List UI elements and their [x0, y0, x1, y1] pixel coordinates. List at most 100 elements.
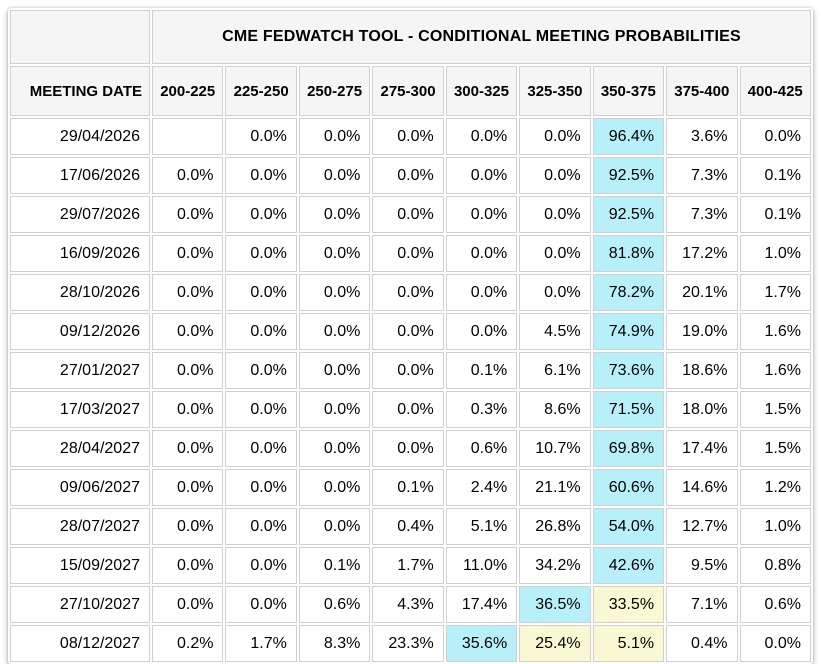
probability-cell: 1.0%	[739, 508, 811, 545]
probability-cell: 18.6%	[666, 352, 738, 389]
probability-cell: 0.0%	[152, 157, 224, 194]
probability-cell: 0.0%	[372, 118, 444, 155]
table-row: 17/03/2027 0.0% 0.0% 0.0% 0.0% 0.3% 8.6% 71.5% 1…	[10, 391, 811, 428]
probability-cell: 14.6%	[666, 469, 738, 506]
probability-cell: 8.6%	[519, 391, 591, 428]
probability-cell: 3.6%	[666, 118, 738, 155]
meeting-date-cell: 28/04/2027	[10, 430, 150, 467]
meeting-date-cell: 15/09/2027	[10, 547, 150, 584]
probability-cell: 35.6%	[445, 625, 518, 662]
probability-cell: 34.2%	[519, 547, 591, 584]
table-row: 29/07/2026 0.0% 0.0% 0.0% 0.0% 0.0% 0.0% 92.5% 7…	[10, 196, 811, 233]
table-row: 09/06/2027 0.0% 0.0% 0.0% 0.1% 2.4% 21.1% 60.6%…	[10, 469, 811, 506]
probability-cell: 9.5%	[666, 547, 738, 584]
probability-cell: 0.0%	[152, 469, 224, 506]
rate-column-header: 400-425	[739, 66, 811, 116]
probability-cell: 0.0%	[372, 235, 444, 272]
meeting-date-column-header: MEETING DATE	[10, 66, 150, 116]
table-row: 28/07/2027 0.0% 0.0% 0.0% 0.4% 5.1% 26.8% 54.0%…	[10, 508, 811, 545]
table-row: 28/04/2027 0.0% 0.0% 0.0% 0.0% 0.6% 10.7% 69.8%…	[10, 430, 811, 467]
probability-cell: 0.0%	[225, 274, 297, 311]
probability-cell: 69.8%	[592, 430, 665, 467]
meeting-date-cell: 27/01/2027	[10, 352, 150, 389]
probability-cell: 0.0%	[225, 352, 297, 389]
rate-column-header: 350-375	[592, 66, 665, 116]
fedwatch-table-container: CME FEDWATCH TOOL - CONDITIONAL MEETING …	[8, 8, 813, 664]
probability-cell: 12.7%	[666, 508, 738, 545]
probability-cell: 0.0%	[372, 313, 444, 350]
probability-cell: 0.0%	[372, 430, 444, 467]
meeting-date-cell: 28/10/2026	[10, 274, 150, 311]
probability-cell: 0.0%	[519, 274, 591, 311]
column-header-row: MEETING DATE 200-225 225-250 250-275 275-30…	[10, 66, 811, 116]
probability-cell: 0.0%	[225, 430, 297, 467]
probability-cell: 0.0%	[152, 391, 224, 428]
probability-cell: 0.0%	[225, 118, 297, 155]
probability-cell: 0.0%	[445, 235, 518, 272]
probability-cell: 0.0%	[298, 313, 371, 350]
probability-cell: 2.4%	[445, 469, 518, 506]
probability-cell: 0.0%	[445, 274, 518, 311]
rate-column-header: 200-225	[152, 66, 224, 116]
table-row: 16/09/2026 0.0% 0.0% 0.0% 0.0% 0.0% 0.0% 81.8% 1…	[10, 235, 811, 272]
table-row: 28/10/2026 0.0% 0.0% 0.0% 0.0% 0.0% 0.0% 78.2% 2…	[10, 274, 811, 311]
probability-cell: 19.0%	[666, 313, 738, 350]
probability-cell: 0.0%	[298, 469, 371, 506]
probability-cell: 0.0%	[372, 391, 444, 428]
probability-cell: 0.8%	[739, 547, 811, 584]
meeting-date-cell: 29/07/2026	[10, 196, 150, 233]
probability-cell: 18.0%	[666, 391, 738, 428]
table-row: 17/06/2026 0.0% 0.0% 0.0% 0.0% 0.0% 0.0% 92.5% 7…	[10, 157, 811, 194]
table-row: 08/12/2027 0.2% 1.7% 8.3% 23.3% 35.6% 25.4% 5.1…	[10, 625, 811, 662]
probability-cell: 0.1%	[298, 547, 371, 584]
probability-cell: 0.0%	[519, 118, 591, 155]
probability-cell: 17.4%	[445, 586, 518, 623]
probability-cell: 0.0%	[372, 352, 444, 389]
table-row: 27/10/2027 0.0% 0.0% 0.6% 4.3% 17.4% 36.5% 33.5…	[10, 586, 811, 623]
probability-cell: 25.4%	[519, 625, 591, 662]
probability-cell: 0.0%	[225, 469, 297, 506]
probability-cell: 0.0%	[152, 196, 224, 233]
probability-cell	[152, 118, 224, 155]
probability-cell: 78.2%	[592, 274, 665, 311]
probability-cell: 0.0%	[298, 508, 371, 545]
probability-cell: 0.0%	[298, 430, 371, 467]
rate-column-header: 325-350	[519, 66, 591, 116]
meeting-date-cell: 29/04/2026	[10, 118, 150, 155]
probability-cell: 1.5%	[739, 430, 811, 467]
probability-cell: 0.0%	[225, 157, 297, 194]
probability-cell: 0.0%	[225, 508, 297, 545]
meeting-date-cell: 09/06/2027	[10, 469, 150, 506]
probability-cell: 21.1%	[519, 469, 591, 506]
meeting-date-cell: 09/12/2026	[10, 313, 150, 350]
rate-column-header: 250-275	[298, 66, 371, 116]
probability-cell: 0.0%	[298, 352, 371, 389]
meeting-date-cell: 17/03/2027	[10, 391, 150, 428]
probability-cell: 20.1%	[666, 274, 738, 311]
table-row: 29/04/2026 0.0% 0.0% 0.0% 0.0% 0.0% 96.4% 3.6% 0…	[10, 118, 811, 155]
probability-cell: 42.6%	[592, 547, 665, 584]
probability-cell: 0.0%	[152, 313, 224, 350]
probability-cell: 0.0%	[152, 274, 224, 311]
meeting-date-cell: 08/12/2027	[10, 625, 150, 662]
probability-cell: 92.5%	[592, 157, 665, 194]
probability-cell: 0.0%	[152, 352, 224, 389]
rate-column-header: 275-300	[372, 66, 444, 116]
probability-cell: 17.4%	[666, 430, 738, 467]
probability-cell: 4.3%	[372, 586, 444, 623]
probability-cell: 26.8%	[519, 508, 591, 545]
rate-column-header: 375-400	[666, 66, 738, 116]
probability-cell: 1.2%	[739, 469, 811, 506]
table-title: CME FEDWATCH TOOL - CONDITIONAL MEETING …	[152, 10, 811, 64]
probability-cell: 36.5%	[519, 586, 591, 623]
table-body: 29/04/2026 0.0% 0.0% 0.0% 0.0% 0.0% 96.4% 3.6% 0…	[10, 118, 811, 662]
probability-cell: 0.1%	[372, 469, 444, 506]
probability-cell: 0.0%	[225, 547, 297, 584]
probability-cell: 0.0%	[519, 235, 591, 272]
probability-cell: 0.0%	[152, 547, 224, 584]
probability-cell: 0.0%	[372, 157, 444, 194]
table-row: 15/09/2027 0.0% 0.0% 0.1% 1.7% 11.0% 34.2% 42.6…	[10, 547, 811, 584]
probability-cell: 0.4%	[372, 508, 444, 545]
probability-cell: 0.0%	[152, 508, 224, 545]
probability-cell: 0.0%	[298, 235, 371, 272]
